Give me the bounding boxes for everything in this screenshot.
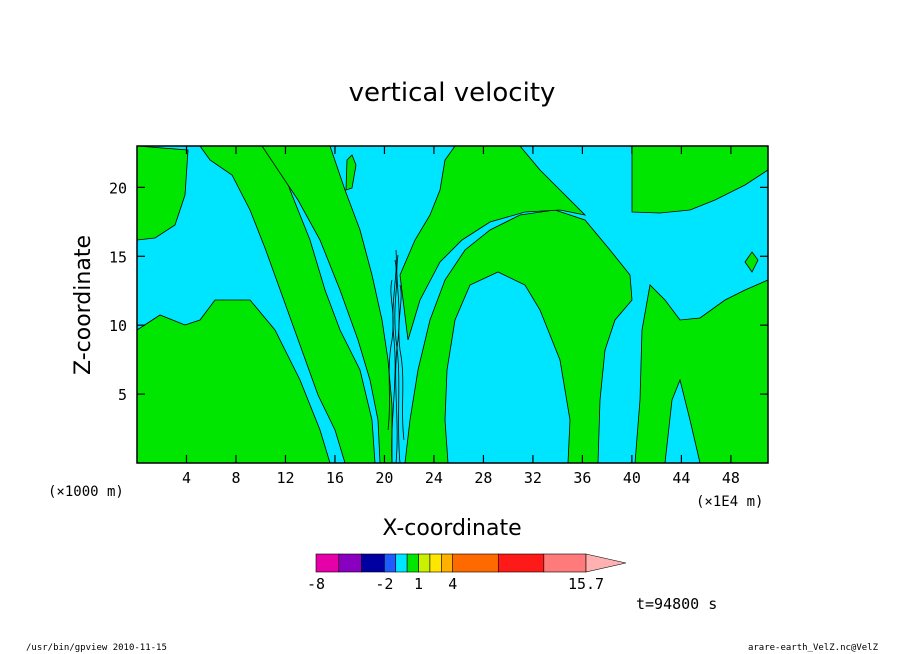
- colorbar-segment: [406, 553, 419, 573]
- footer-right: arare-earth_VelZ.nc@VelZ: [748, 643, 879, 653]
- x-tick-label: 12: [276, 469, 294, 487]
- x-tick-label: 36: [573, 469, 591, 487]
- colorbar-segment: [338, 553, 362, 573]
- x-unit-left: (×1000 m): [48, 484, 124, 500]
- y-tick-label: 5: [118, 386, 127, 404]
- colorbar-labels: -8 -2 1 4 15.7: [307, 575, 604, 593]
- x-tick-label: 16: [326, 469, 344, 487]
- colorbar-label: 1: [414, 575, 423, 593]
- colorbar-segment: [429, 553, 442, 573]
- colorbar-segment: [441, 553, 454, 573]
- chart-title: vertical velocity: [349, 78, 556, 108]
- colorbar-label: 15.7: [568, 575, 604, 593]
- colorbar-segment: [384, 553, 397, 573]
- colorbar-extend-arrow: [585, 553, 627, 573]
- x-tick-label: 24: [425, 469, 443, 487]
- x-tick-label: 28: [474, 469, 492, 487]
- contour-lines: [387, 249, 405, 464]
- colorbar-segment: [418, 553, 431, 573]
- x-tick-marks: 4 8 12 16 20 24 28 32 36 40 44 48: [182, 146, 740, 487]
- x-tick-label: 48: [722, 469, 740, 487]
- time-annotation: t=94800 s: [636, 595, 717, 613]
- contour-region: [399, 145, 587, 341]
- contour-region: [744, 251, 759, 273]
- colorbar-label: -2: [375, 575, 393, 593]
- x-tick-label: 8: [231, 469, 240, 487]
- colorbar-label: 4: [448, 575, 457, 593]
- x-tick-label: 44: [672, 469, 690, 487]
- contour-region: [345, 154, 357, 191]
- contour-region: [634, 279, 769, 464]
- contour-region: [136, 299, 331, 464]
- colorbar-segment: [543, 553, 587, 573]
- colorbar-segment: [361, 553, 385, 573]
- colorbar-label: -8: [307, 575, 325, 593]
- colorbar-segment: [315, 553, 340, 573]
- y-tick-label: 20: [109, 179, 127, 197]
- colorbar: [315, 553, 627, 573]
- colorbar-segment: [497, 553, 545, 573]
- contour-fill: [136, 145, 769, 464]
- x-tick-label: 32: [524, 469, 542, 487]
- y-axis-label: Z-coordinate: [71, 235, 96, 375]
- x-tick-label: 4: [182, 469, 191, 487]
- x-unit-right: (×1E4 m): [696, 494, 763, 510]
- y-tick-label: 10: [109, 317, 127, 335]
- contour-region: [404, 209, 633, 464]
- x-tick-label: 40: [623, 469, 641, 487]
- x-axis-label: X-coordinate: [382, 516, 521, 541]
- x-tick-label: 20: [375, 469, 393, 487]
- y-tick-marks: 5 10 15 20: [109, 179, 768, 404]
- plot-frame: [136, 145, 769, 464]
- footer-left: /usr/bin/gpview 2010-11-15: [26, 643, 167, 653]
- colorbar-segment: [452, 553, 499, 573]
- colorbar-segment: [395, 553, 408, 573]
- y-tick-label: 15: [109, 248, 127, 266]
